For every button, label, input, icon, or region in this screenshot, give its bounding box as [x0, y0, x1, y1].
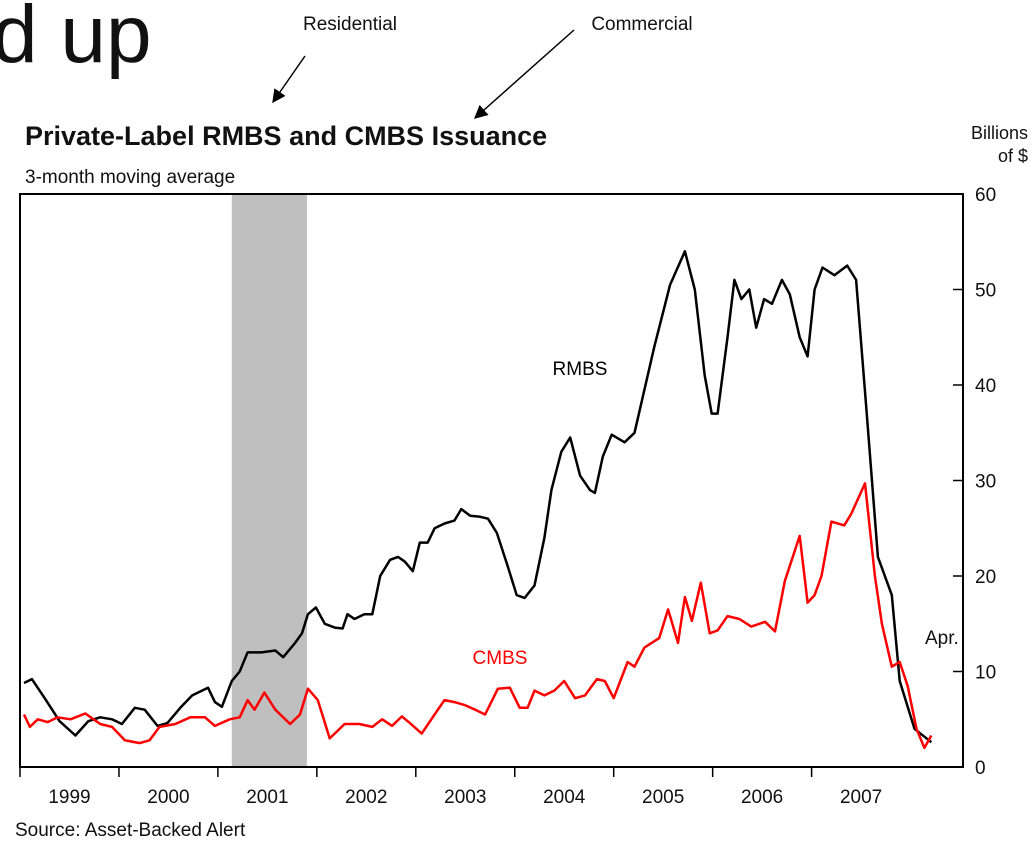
slide-title: d up — [0, 0, 152, 80]
series-label: CMBS — [473, 648, 528, 669]
y-axis-label: of $ — [998, 146, 1028, 166]
chart-title: Private-Label RMBS and CMBS Issuance — [25, 121, 547, 151]
x-tick-label: 2002 — [345, 787, 387, 808]
x-tick-label: 2007 — [840, 787, 882, 808]
chart-subtitle: 3-month moving average — [25, 167, 235, 188]
y-tick-label: 20 — [975, 567, 996, 588]
annotation-arrow — [473, 29, 575, 119]
series-label: RMBS — [553, 359, 608, 380]
y-axis-label: Billions — [971, 123, 1028, 143]
plot-frame — [19, 193, 964, 768]
recession-shade — [231, 194, 307, 767]
x-tick-label: 2005 — [642, 787, 684, 808]
y-tick-label: 50 — [975, 281, 996, 302]
y-tick-label: 30 — [975, 472, 996, 493]
x-tick-label: 2001 — [246, 787, 288, 808]
x-tick-label: 2003 — [444, 787, 486, 808]
source: Source: Asset-Backed Alert — [15, 820, 246, 841]
annotation: Commercial — [591, 14, 692, 35]
annotation: Residential — [303, 14, 397, 35]
series-line — [22, 482, 933, 750]
y-tick-label: 40 — [975, 376, 996, 397]
x-tick-label: 1999 — [48, 787, 90, 808]
end-label: Apr. — [925, 628, 959, 649]
x-tick-label: 2000 — [147, 787, 189, 808]
y-tick-label: 60 — [975, 185, 996, 206]
series-line — [23, 250, 933, 744]
x-tick-label: 2004 — [543, 787, 586, 808]
x-tick-label: 2006 — [741, 787, 783, 808]
y-tick-label: 0 — [975, 758, 986, 779]
y-tick-label: 10 — [975, 663, 996, 684]
annotation-arrow — [272, 55, 306, 104]
